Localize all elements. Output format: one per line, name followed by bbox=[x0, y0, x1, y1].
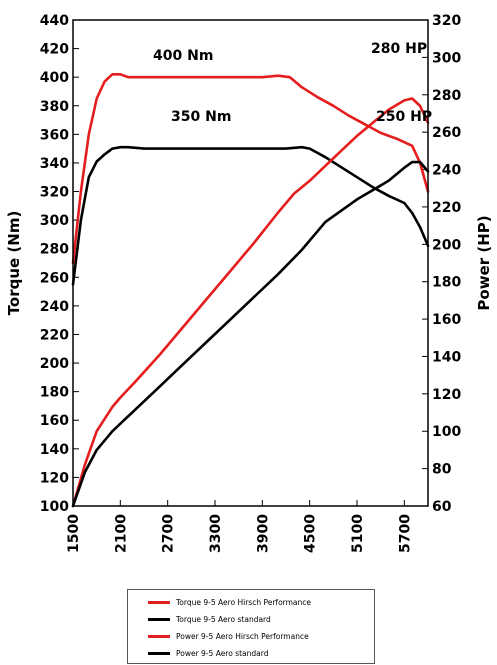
legend-item: Power 9-5 Aero standard bbox=[148, 647, 268, 659]
y-axis-title: Torque (Nm) bbox=[5, 211, 23, 316]
y2-tick-label: 180 bbox=[432, 275, 461, 291]
y-tick-label: 180 bbox=[40, 385, 69, 401]
legend-label: Power 9-5 Aero Hirsch Performance bbox=[176, 631, 309, 641]
y-tick-label: 300 bbox=[40, 213, 69, 229]
series-line-2 bbox=[71, 97, 430, 508]
y2-tick-label: 80 bbox=[432, 462, 452, 478]
x-tick-label: 3900 bbox=[255, 514, 271, 553]
annotation-280hp: 280 HP bbox=[371, 41, 427, 57]
y2-tick-label: 120 bbox=[432, 387, 461, 403]
x-tick-label: 1500 bbox=[66, 514, 82, 553]
x-tick-label: 2700 bbox=[161, 514, 177, 553]
series-line-0 bbox=[71, 73, 430, 265]
y2-axis-title: Power (HP) bbox=[475, 215, 493, 310]
y-tick-label: 380 bbox=[40, 99, 69, 115]
y-tick-label: 280 bbox=[40, 242, 69, 258]
y-tick-label: 100 bbox=[40, 499, 69, 515]
y2-tick-label: 240 bbox=[432, 163, 461, 179]
legend-item: Torque 9-5 Aero Hirsch Performance bbox=[148, 596, 311, 608]
ticks-layer: 100 120 140 160 180 200 220 240 260 280 300 320 340 3… bbox=[40, 13, 462, 553]
legend-item: Power 9-5 Aero Hirsch Performance bbox=[148, 630, 309, 642]
series-layer bbox=[71, 73, 430, 508]
plot-frame bbox=[72, 19, 429, 507]
annotation-350nm: 350 Nm bbox=[171, 109, 231, 125]
legend-label: Torque 9-5 Aero standard bbox=[176, 614, 271, 624]
x-tick-label: 3300 bbox=[208, 514, 224, 553]
y-tick-label: 260 bbox=[40, 270, 69, 286]
x-tick-label: 5700 bbox=[397, 514, 413, 553]
legend-label: Power 9-5 Aero standard bbox=[176, 648, 269, 658]
y-tick-label: 120 bbox=[40, 470, 69, 486]
y-tick-label: 200 bbox=[40, 356, 69, 372]
y2-tick-label: 100 bbox=[432, 424, 461, 440]
chart-legend: Torque 9-5 Aero Hirsch Performance Torqu… bbox=[127, 589, 375, 664]
legend-label: Torque 9-5 Aero Hirsch Performance bbox=[176, 597, 311, 607]
y-tick-label: 440 bbox=[40, 13, 69, 29]
y2-tick-label: 320 bbox=[432, 13, 461, 29]
y-tick-label: 160 bbox=[40, 413, 69, 429]
y-tick-label: 400 bbox=[40, 70, 69, 86]
y2-tick-label: 260 bbox=[432, 125, 461, 141]
y2-tick-label: 60 bbox=[432, 499, 452, 515]
x-tick-label: 4500 bbox=[303, 514, 319, 553]
y-tick-label: 360 bbox=[40, 127, 69, 143]
y2-tick-label: 140 bbox=[432, 349, 461, 365]
y-tick-label: 420 bbox=[40, 42, 69, 58]
y2-tick-label: 160 bbox=[432, 312, 461, 328]
legend-item: Torque 9-5 Aero standard bbox=[148, 613, 271, 625]
y2-tick-label: 280 bbox=[432, 88, 461, 104]
legend-swatch bbox=[148, 634, 170, 638]
series-line-1 bbox=[71, 145, 430, 286]
x-tick-label: 5100 bbox=[350, 514, 366, 553]
legend-swatch bbox=[148, 617, 170, 621]
legend-swatch bbox=[148, 651, 170, 655]
y2-tick-label: 300 bbox=[432, 50, 461, 66]
annotation-400nm: 400 Nm bbox=[153, 48, 213, 64]
y-tick-label: 240 bbox=[40, 299, 69, 315]
y2-tick-label: 220 bbox=[432, 200, 461, 216]
y-tick-label: 140 bbox=[40, 442, 69, 458]
y2-tick-label: 200 bbox=[432, 237, 461, 253]
annotation-250hp: 250 HP bbox=[376, 109, 432, 125]
x-tick-label: 2100 bbox=[113, 514, 129, 553]
legend-swatch bbox=[148, 600, 170, 604]
y-tick-label: 320 bbox=[40, 185, 69, 201]
y-tick-label: 340 bbox=[40, 156, 69, 172]
series-line-3 bbox=[71, 160, 430, 508]
y-tick-label: 220 bbox=[40, 327, 69, 343]
